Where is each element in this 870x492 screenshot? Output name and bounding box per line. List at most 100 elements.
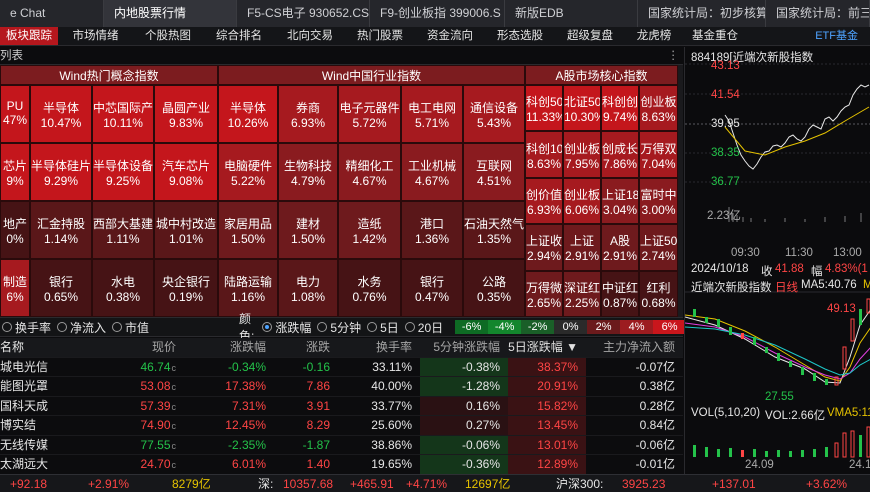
period-change[interactable]: 涨跌幅: [262, 319, 311, 336]
heatmap-cell[interactable]: 券商 6.93%: [278, 85, 338, 143]
heatmap-cell[interactable]: 电工电网 5.71%: [401, 85, 463, 143]
heatmap-cell[interactable]: 西部大基建 1.11%: [92, 201, 154, 259]
option-net-inflow[interactable]: 净流入: [57, 319, 106, 336]
column-header[interactable]: 换手率: [375, 340, 412, 354]
heatmap-cell[interactable]: 上证50 2.74%: [639, 224, 678, 271]
heatmap-cell[interactable]: 万得双 7.04%: [639, 131, 678, 178]
table-row[interactable]: 太湖远大 24.70c 6.01% 1.40 19.65% -0.36% 12.89% -0.…: [0, 455, 683, 474]
column-header[interactable]: 主力净流入额: [602, 340, 675, 354]
heatmap-cell[interactable]: 科创50 11.33%: [525, 85, 563, 132]
heatmap-cell[interactable]: 上证 2.91%: [563, 224, 601, 271]
nav-fund-holdings[interactable]: 基金重仓: [692, 30, 738, 42]
heatmap-cell[interactable]: 造纸 1.42%: [338, 201, 401, 259]
period-5day[interactable]: 5日: [367, 319, 399, 336]
heatmap-cell[interactable]: 北证50 10.30%: [563, 85, 601, 132]
option-market-cap[interactable]: 市值: [112, 319, 149, 336]
nav-hot-stocks[interactable]: 热门股票: [357, 30, 403, 42]
heatmap-cell[interactable]: 制造 6%: [0, 259, 30, 317]
heatmap-cell[interactable]: 城中村改造 1.01%: [154, 201, 218, 259]
nav-dragon-tiger[interactable]: 龙虎榜: [636, 30, 672, 42]
heatmap-cell[interactable]: 石油天然气 1.35%: [463, 201, 525, 259]
heatmap-cell[interactable]: 电脑硬件 5.22%: [218, 143, 278, 201]
heatmap-cell[interactable]: 晶圆产业 9.83%: [154, 85, 218, 143]
heatmap-cell[interactable]: 创价值 6.93%: [525, 177, 563, 225]
heatmap-cell[interactable]: A股 2.91%: [601, 224, 639, 271]
heatmap-cell[interactable]: 科创10 8.63%: [525, 131, 563, 178]
heatmap-cell[interactable]: 港口 1.36%: [401, 201, 463, 259]
heatmap-cell[interactable]: 汇金持股 1.14%: [30, 201, 92, 259]
heatmap-cell[interactable]: 创业板 7.95%: [563, 131, 601, 178]
heatmap-cell[interactable]: 上证18 3.04%: [601, 177, 639, 225]
heatmap-cell[interactable]: 工业机械 4.67%: [401, 143, 463, 201]
heatmap-cell[interactable]: 芯片 9%: [0, 143, 30, 201]
etf-fund-link[interactable]: ETF基金: [815, 30, 858, 42]
heatmap-cell[interactable]: 富时中 3.00%: [639, 177, 678, 225]
heatmap-cell[interactable]: 电力 1.08%: [278, 259, 338, 317]
kline-period[interactable]: 日线: [775, 282, 798, 294]
tab-new-edb[interactable]: 新版EDB: [505, 0, 638, 27]
nav-sector-tracking[interactable]: 板块跟踪: [0, 27, 58, 45]
heatmap-cell[interactable]: 公路 0.35%: [463, 259, 525, 317]
tab-stats-bureau-2[interactable]: 国家统计局：前三: [766, 0, 870, 27]
heatmap-cell[interactable]: 家居用品 1.50%: [218, 201, 278, 259]
heatmap-cell[interactable]: 建材 1.50%: [278, 201, 338, 259]
nav-northbound[interactable]: 北向交易: [287, 30, 333, 42]
heatmap-cell[interactable]: 互联网 4.51%: [463, 143, 525, 201]
heatmap-cell[interactable]: PU 47%: [0, 85, 30, 143]
column-header[interactable]: 5分钟涨跌幅: [433, 340, 500, 354]
period-5min[interactable]: 5分钟: [317, 319, 361, 336]
heatmap-cell[interactable]: 银行 0.47%: [401, 259, 463, 317]
nav-pattern-screener[interactable]: 形态选股: [497, 30, 543, 42]
heatmap-cell[interactable]: 半导体硅片 9.29%: [30, 143, 92, 201]
table-row[interactable]: 无线传媒 77.55c -2.35% -1.87 38.86% -0.06% 13.01% -…: [0, 435, 683, 455]
heatmap-cell[interactable]: 科创创 9.74%: [601, 85, 639, 132]
more-options-icon[interactable]: ⋮: [667, 50, 680, 62]
table-row[interactable]: 国科天成 57.39c 7.31% 3.91 33.77% 0.16% 15.82% 0.28…: [0, 396, 683, 416]
column-header[interactable]: 涨跌: [305, 340, 330, 354]
heatmap-cell[interactable]: 中芯国际产 10.11%: [92, 85, 154, 143]
nav-ranking[interactable]: 综合排名: [216, 30, 262, 42]
heatmap-cell[interactable]: 汽车芯片 9.08%: [154, 143, 218, 201]
heatmap-cell[interactable]: 创业板 8.63%: [639, 85, 678, 132]
heatmap-cell[interactable]: 红利 0.68%: [639, 270, 678, 317]
column-header[interactable]: 5日涨跌幅 ▼: [508, 340, 578, 354]
heatmap-scrollbar[interactable]: [678, 65, 683, 317]
nav-market-sentiment[interactable]: 市场情绪: [72, 30, 119, 42]
heatmap-cell[interactable]: 半导体 10.47%: [30, 85, 92, 143]
column-header[interactable]: 现价: [151, 340, 176, 354]
period-20day[interactable]: 20日: [404, 319, 443, 336]
tab-domestic-stocks[interactable]: 内地股票行情: [104, 0, 237, 27]
stock-5min-change: -0.36%: [420, 455, 508, 474]
heatmap-cell[interactable]: 上证收 2.94%: [525, 224, 563, 271]
tab-stats-bureau-1[interactable]: 国家统计局：初步核算: [638, 0, 766, 27]
heatmap-cell[interactable]: 创业板 6.06%: [563, 177, 601, 225]
heatmap-cell[interactable]: 央企银行 0.19%: [154, 259, 218, 317]
heatmap-cell[interactable]: 深证红 2.25%: [563, 270, 601, 317]
nav-stock-heatmap[interactable]: 个股热图: [145, 30, 191, 42]
column-header[interactable]: 涨跌幅: [229, 340, 266, 354]
tab-cs-electronics[interactable]: F5-CS电子 930652.CSI: [237, 0, 370, 27]
heatmap-cell[interactable]: 电子元器件 5.72%: [338, 85, 401, 143]
heatmap-cell[interactable]: 水电 0.38%: [92, 259, 154, 317]
heatmap-cell[interactable]: 半导体 10.26%: [218, 85, 278, 143]
nav-fund-flow[interactable]: 资金流向: [427, 30, 473, 42]
heatmap-cell[interactable]: 银行 0.65%: [30, 259, 92, 317]
option-turnover[interactable]: 换手率: [2, 319, 51, 336]
heatmap-cell[interactable]: 通信设备 5.43%: [463, 85, 525, 143]
heatmap-cell[interactable]: 精细化工 4.67%: [338, 143, 401, 201]
tab-chinext-index[interactable]: F9-创业板指 399006.S: [370, 0, 505, 27]
heatmap-cell[interactable]: 万得微 2.65%: [525, 270, 563, 317]
heatmap-cell[interactable]: 中证红 0.87%: [601, 270, 639, 317]
table-row[interactable]: 城电光信 46.74c -0.34% -0.16 33.11% -0.38% 38.37% -…: [0, 357, 683, 377]
heatmap-cell[interactable]: 水务 0.76%: [338, 259, 401, 317]
heatmap-cell[interactable]: 地产 0%: [0, 201, 30, 259]
nav-review[interactable]: 超级复盘: [567, 30, 613, 42]
heatmap-cell[interactable]: 半导体设备 9.25%: [92, 143, 154, 201]
table-row[interactable]: 能图光罩 53.08c 17.38% 7.86 40.00% -1.28% 20.91% 0.…: [0, 377, 683, 397]
column-header[interactable]: 名称: [0, 340, 25, 354]
heatmap-cell[interactable]: 生物科技 4.79%: [278, 143, 338, 201]
heatmap-cell[interactable]: 陆路运输 1.16%: [218, 259, 278, 317]
table-row[interactable]: 博实结 74.90c 12.45% 8.29 25.60% 0.27% 13.45% 0.84…: [0, 416, 683, 436]
tab-chat[interactable]: e Chat: [0, 0, 104, 27]
heatmap-cell[interactable]: 创成长 7.86%: [601, 131, 639, 178]
